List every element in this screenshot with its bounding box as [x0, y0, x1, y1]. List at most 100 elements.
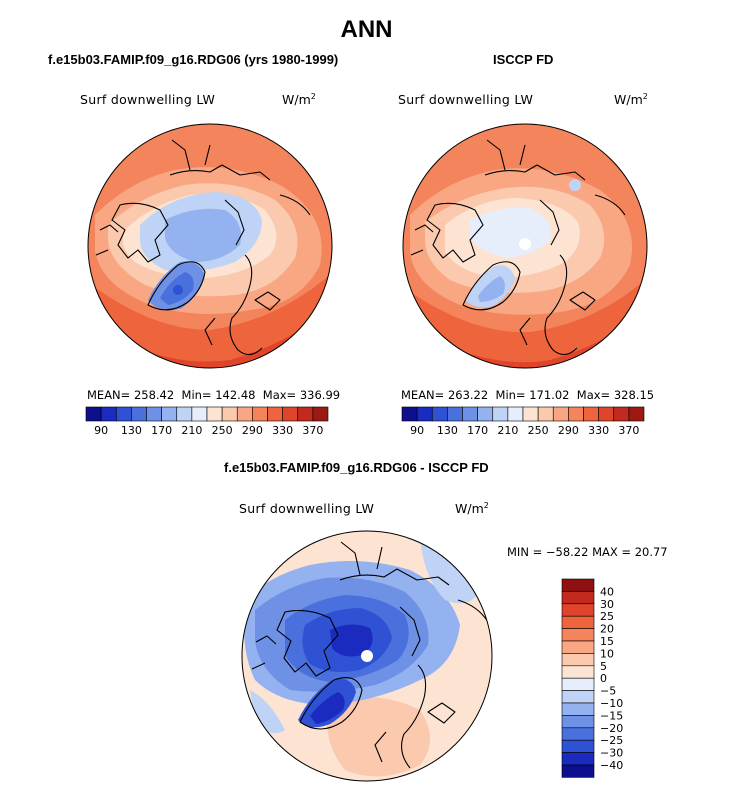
panel-3-colorbar-tick-label: −30 — [600, 747, 623, 760]
panel-2-colorbar-box-5 — [477, 406, 494, 422]
panel-3-colorbar-tick-label: 30 — [600, 598, 614, 611]
panel-3-colorbar-tick-label: 5 — [600, 660, 607, 673]
panel-2-colorbar-tick-label: 290 — [558, 424, 579, 437]
panel-1-colorbar-tick-label: 130 — [121, 424, 142, 437]
panel-2-max-value: 328.15 — [613, 388, 655, 402]
panel-1-colorbar-box-4 — [146, 406, 162, 422]
panel-1-colorbar-box-10 — [236, 406, 253, 422]
panel-2-colorbar-box-10 — [552, 406, 569, 422]
panel-3-colorbar-tick-label: 10 — [600, 647, 614, 660]
panel-2-colorbar-box-0 — [401, 406, 418, 422]
panel-2-colorbar-box-7 — [507, 406, 524, 422]
panel-2-colorbar-tick-label: 130 — [437, 424, 458, 437]
panel-3-colorbar-box-9 — [561, 690, 595, 704]
panel-1-stats: MEAN= 258.42 Min= 142.48 Max= 336.99 — [87, 388, 341, 402]
panel-1-colorbar-box-7 — [191, 406, 208, 422]
panel-2-colorbar-box-8 — [522, 406, 539, 422]
panel-3-colorbar-tick-label: −15 — [600, 709, 623, 722]
panel-2-colorbar-box-12 — [583, 406, 599, 422]
panel-1-colorbar-tick-label: 90 — [94, 424, 108, 437]
panel-2-units: W/m2 — [614, 92, 648, 108]
panel-2-coastlines — [410, 139, 626, 356]
panel-2-colorbar-tick-label: 250 — [528, 424, 549, 437]
panel-3-colorbar-box-0 — [561, 578, 595, 592]
panel-3-colorbar-box-3 — [561, 615, 595, 629]
panel-2-colorbar-box-13 — [598, 406, 615, 422]
panel-3-colorbar-tick-label: −40 — [600, 759, 623, 772]
panel-1-colorbar-box-11 — [252, 406, 268, 422]
panel-1-variable-label: Surf downwelling LW — [80, 92, 216, 107]
panel-1-colorbar-box-15 — [312, 406, 329, 422]
panel-2-colorbar-box-6 — [492, 406, 509, 422]
panel-3-colorbar-tick-label: 0 — [600, 672, 607, 685]
panel-3-colorbar-box-14 — [561, 752, 595, 766]
panel-2-title: ISCCP FD — [493, 52, 554, 67]
panel-2-colorbar-box-15 — [628, 406, 645, 422]
panel-2-colorbar-box-9 — [537, 406, 554, 422]
panel-2-variable-label: Surf downwelling LW — [398, 92, 534, 107]
panel-3-colorbar-box-1 — [561, 591, 595, 605]
panel-3-variable-label: Surf downwelling LW — [239, 501, 375, 516]
panel-2-colorbar-box-3 — [447, 406, 463, 422]
panel-3-colorbar-box-11 — [561, 715, 595, 729]
panel-2-colorbar-box-14 — [613, 406, 630, 422]
panel-3-colorbar-tick-label: 15 — [600, 635, 614, 648]
panel-3-colorbar-tick-label: −5 — [600, 685, 616, 698]
figure-title: ANN — [340, 16, 393, 43]
panel-1-mean-value: 258.42 — [133, 388, 175, 402]
panel-1-map-border — [87, 123, 333, 369]
panel-2-colorbar-box-4 — [462, 406, 478, 422]
panel-3-colorbar-tick-label: 20 — [600, 623, 614, 636]
panel-1-colorbar-tick-label: 210 — [181, 424, 202, 437]
panel-3-colorbar-tick-label: 25 — [600, 610, 614, 623]
panel-2-stats: MEAN= 263.22 Min= 171.02 Max= 328.15 — [401, 388, 655, 402]
panel-1-colorbar-box-6 — [176, 406, 193, 422]
panel-3-units: W/m2 — [455, 501, 489, 517]
panel-3-colorbar-box-4 — [561, 628, 595, 642]
panel-3-coastlines — [251, 541, 489, 769]
panel-3-colorbar-box-10 — [561, 702, 595, 716]
panel-3-colorbar-tick-label: −10 — [600, 697, 623, 710]
panel-1-title: f.e15b03.FAMIP.f09_g16.RDG06 (yrs 1980-1… — [48, 52, 339, 67]
panel-2-colorbar-tick-label: 90 — [410, 424, 424, 437]
panel-1-colorbar-box-1 — [100, 406, 117, 422]
panel-3-minmax: MIN = −58.22 MAX = 20.77 — [507, 545, 668, 559]
panel-1-units: W/m2 — [282, 92, 316, 108]
panel-1-colorbar-tick-label: 170 — [151, 424, 172, 437]
panel-2-colorbar-tick-label: 170 — [467, 424, 488, 437]
panel-2-colorbar-tick-label: 210 — [497, 424, 518, 437]
panel-1-colorbar-tick-label: 250 — [212, 424, 233, 437]
panel-1-coastlines — [95, 139, 311, 356]
panel-2-colorbar-tick-label: 370 — [618, 424, 639, 437]
panel-1-colorbar-box-14 — [297, 406, 314, 422]
panel-2-colorbar-box-11 — [568, 406, 584, 422]
panel-2-colorbar-tick-label: 330 — [588, 424, 609, 437]
panel-1-colorbar-box-8 — [206, 406, 223, 422]
panel-2-mean-value: 263.22 — [447, 388, 489, 402]
panel-3-colorbar-box-12 — [561, 727, 595, 741]
panel-1-colorbar-box-0 — [85, 406, 102, 422]
panel-3-colorbar-box-15 — [561, 764, 595, 778]
panel-2-colorbar-box-1 — [416, 406, 433, 422]
panel-3-colorbar-box-2 — [561, 603, 595, 617]
panel-1-colorbar-box-5 — [161, 406, 178, 422]
panel-2-colorbar-box-2 — [431, 406, 448, 422]
panel-3-colorbar-box-13 — [561, 739, 595, 753]
panel-1-min-value: 142.48 — [215, 388, 256, 402]
panel-3-title: f.e15b03.FAMIP.f09_g16.RDG06 - ISCCP FD — [224, 460, 489, 475]
panel-2-min-value: 171.02 — [529, 388, 570, 402]
panel-3-colorbar-box-6 — [561, 653, 595, 667]
panel-3-colorbar-box-8 — [561, 677, 595, 691]
panel-1-colorbar-box-13 — [282, 406, 299, 422]
panel-1-max-value: 336.99 — [299, 388, 341, 402]
panel-1-colorbar-box-12 — [267, 406, 283, 422]
panel-1-map — [88, 124, 332, 368]
panel-1-colorbar-tick-label: 370 — [302, 424, 323, 437]
panel-3-colorbar-box-7 — [561, 665, 595, 679]
panel-2-map-border — [402, 123, 648, 369]
panel-3-colorbar-tick-label: −20 — [600, 722, 623, 735]
panel-3-map-border — [241, 530, 493, 782]
panel-3-colorbar-box-5 — [561, 640, 595, 654]
panel-1-colorbar-box-9 — [221, 406, 238, 422]
